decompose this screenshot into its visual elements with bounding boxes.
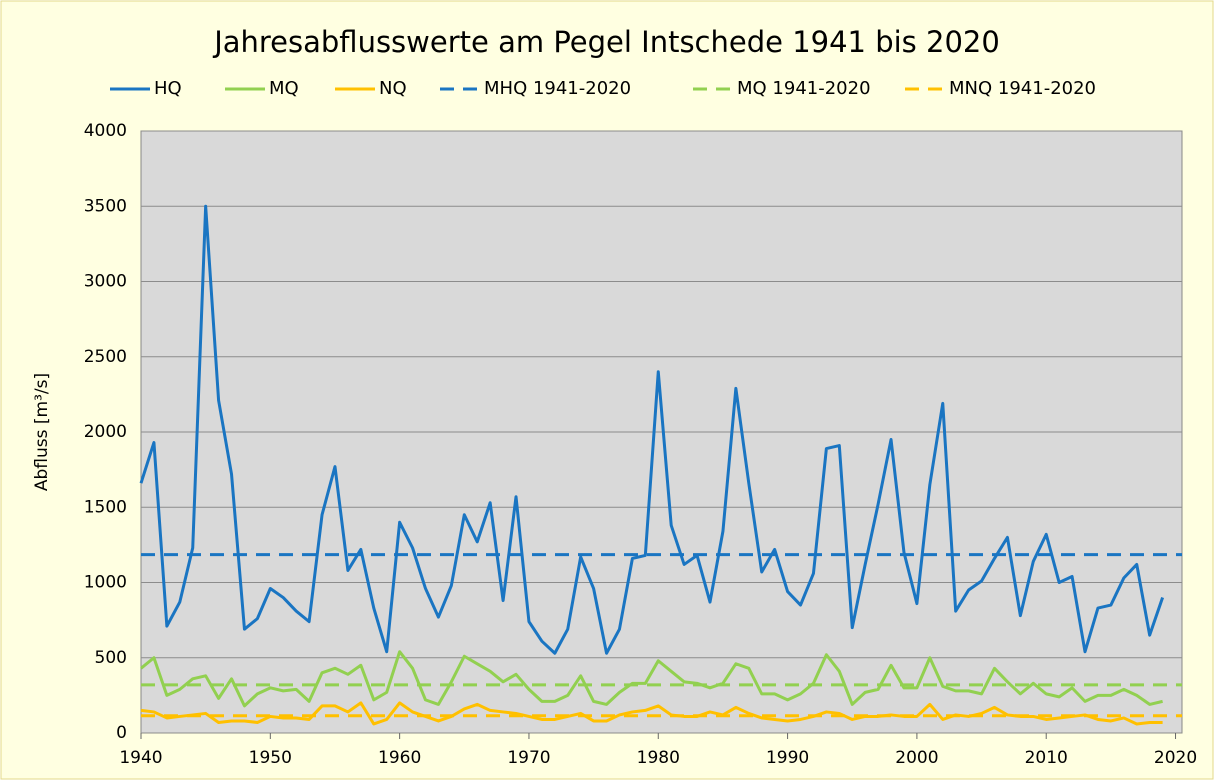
x-tick-label: 1960	[378, 748, 421, 768]
y-tick-label: 2000	[84, 422, 127, 442]
y-tick-label: 2500	[84, 347, 127, 367]
x-tick-label: 1940	[119, 748, 162, 768]
chart-title: Jahresabflusswerte am Pegel Intschede 19…	[212, 25, 1000, 59]
x-tick-label: 2000	[895, 748, 938, 768]
x-tick-label: 2020	[1154, 748, 1197, 768]
x-tick-label: 1950	[249, 748, 292, 768]
y-tick-label: 3000	[84, 272, 127, 292]
y-tick-label: 4000	[84, 121, 127, 141]
y-tick-label: 1000	[84, 573, 127, 593]
data-line	[140, 701, 1163, 726]
y-axis-label: Abfluss [m³/s]	[32, 373, 52, 491]
legend-label: MQ	[269, 78, 299, 99]
legend-label: MQ 1941-2020	[737, 78, 871, 99]
y-tick-label: 3500	[84, 196, 127, 216]
x-tick-label: 1980	[637, 748, 680, 768]
legend-label: HQ	[154, 78, 182, 99]
y-tick-label: 0	[116, 723, 127, 743]
legend-label: NQ	[379, 78, 407, 99]
data-line	[139, 204, 1165, 655]
x-tick-label: 1970	[507, 748, 550, 768]
data-line	[140, 650, 1163, 708]
x-tick-label: 2010	[1025, 748, 1068, 768]
y-tick-label: 1500	[84, 497, 127, 517]
y-tick-label: 500	[95, 648, 127, 668]
legend-label: MNQ 1941-2020	[949, 78, 1096, 99]
legend-label: MHQ 1941-2020	[484, 78, 631, 99]
x-tick-label: 1990	[766, 748, 809, 768]
